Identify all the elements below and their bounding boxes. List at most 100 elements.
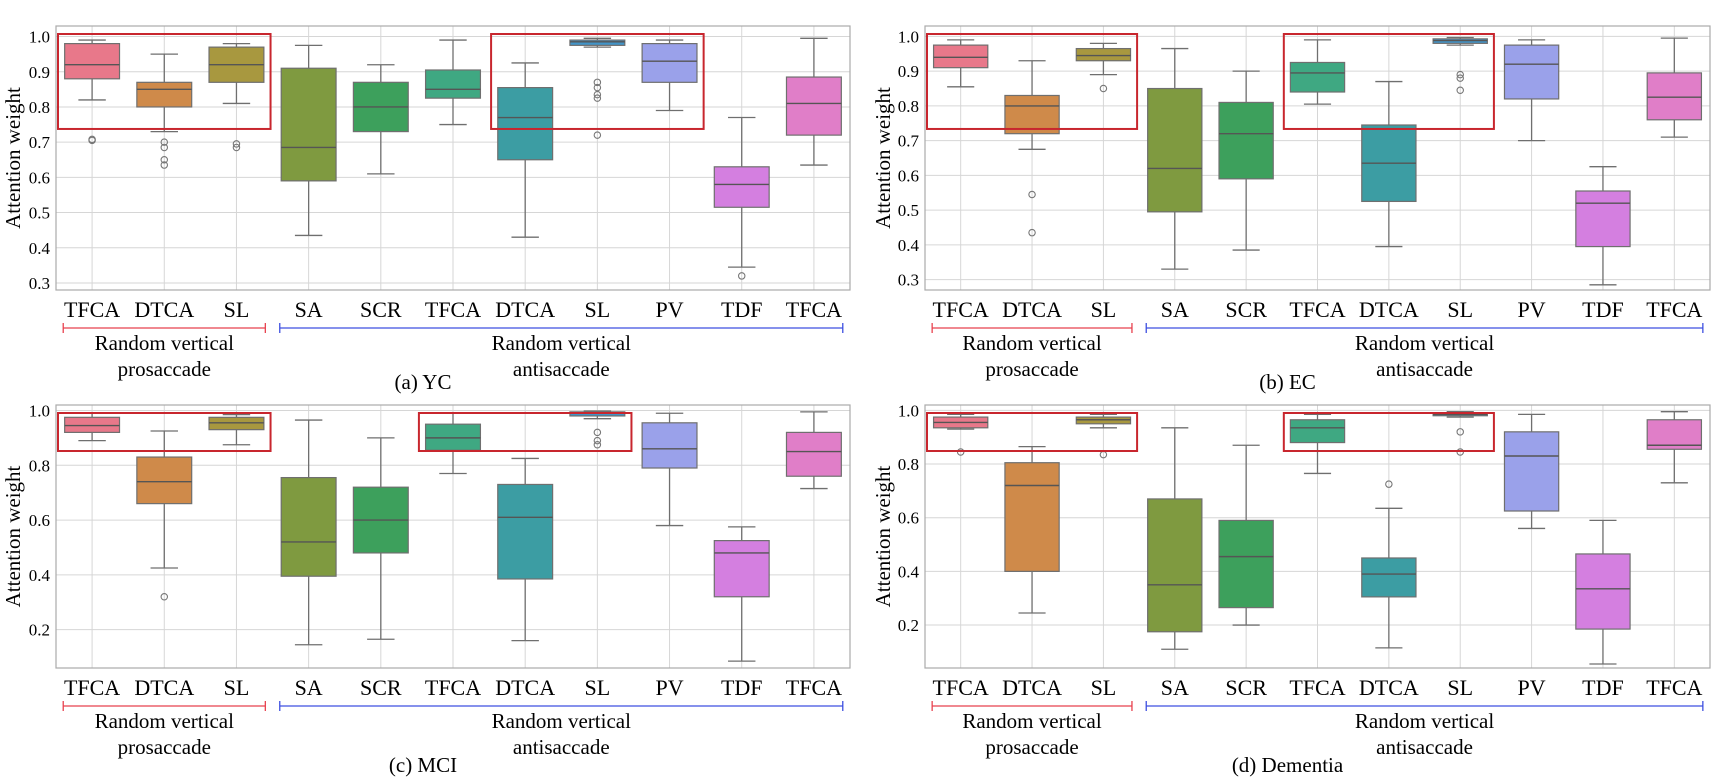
box-tfca-10	[1646, 411, 1703, 484]
box-iqr	[280, 67, 337, 182]
box-pv-8	[641, 39, 698, 112]
y-tick-label: 0.4	[29, 566, 51, 585]
x-tick-label: SL	[1447, 297, 1473, 322]
outlier-point	[232, 140, 241, 148]
box-tfca-5	[424, 412, 482, 475]
box-iqr	[785, 431, 842, 477]
group-label: prosaccade	[118, 357, 211, 381]
outlier-point	[737, 272, 746, 280]
group-label: antisaccade	[1376, 735, 1473, 759]
x-tick-label: PV	[655, 675, 683, 700]
box-dtca-1	[136, 53, 193, 169]
group-label: prosaccade	[985, 357, 1078, 381]
x-tick-label: TFCA	[1289, 675, 1345, 700]
outlier-point	[1028, 228, 1036, 237]
outlier-point	[1456, 428, 1464, 436]
y-tick-label: 0.8	[898, 97, 919, 116]
box-sa-3	[1147, 47, 1203, 270]
box-sl-7	[569, 37, 626, 139]
box-tfca-10	[785, 411, 842, 490]
box-iqr	[1218, 101, 1274, 180]
outlier-point	[88, 135, 96, 144]
outlier-point	[1099, 84, 1108, 93]
outlier-point	[1456, 70, 1464, 79]
box-iqr	[1646, 72, 1703, 121]
box-pv-8	[1503, 39, 1560, 142]
box-iqr	[497, 483, 554, 580]
x-tick-label: SA	[295, 297, 323, 322]
group-label: prosaccade	[118, 735, 211, 759]
panel-caption: (d) Dementia	[1232, 753, 1344, 777]
box-iqr	[641, 422, 698, 469]
y-axis-label: Attention weight	[1, 87, 25, 229]
box-iqr	[1147, 87, 1203, 213]
y-tick-label: 0.2	[29, 621, 50, 640]
box-iqr	[1075, 47, 1132, 62]
group-label: antisaccade	[513, 357, 610, 381]
outlier-point	[593, 83, 602, 92]
outlier-point	[593, 90, 602, 99]
x-tick-label: DTCA	[1002, 297, 1062, 322]
outlier-point	[160, 138, 169, 146]
x-tick-label: TFCA	[425, 297, 481, 322]
box-tfca-10	[1646, 37, 1703, 138]
box-iqr	[280, 476, 337, 577]
highlight-box	[1282, 412, 1495, 452]
y-axis-label: Attention weight	[871, 87, 895, 229]
box-iqr	[1004, 94, 1060, 135]
x-tick-label: TFCA	[933, 675, 989, 700]
box-iqr	[1503, 431, 1560, 512]
x-tick-label: TFCA	[1646, 675, 1702, 700]
chart-panel-2: 0.3 0.4 0.5 0.6 0.7 0.8 0.9 1.0 Attention weight…	[871, 25, 1711, 394]
box-sl-2	[1075, 42, 1132, 93]
box-iqr	[1646, 419, 1703, 450]
chart-panel-3: 0.2 0.4 0.6 0.8 1.0 Attention weight TFCA DTCA S…	[1, 401, 851, 777]
outlier-point	[232, 143, 241, 152]
y-tick-label: 0.3	[29, 274, 50, 293]
outlier-point	[593, 428, 602, 437]
x-tick-label: DTCA	[495, 675, 555, 700]
x-tick-label: TFCA	[1646, 297, 1702, 322]
box-iqr	[136, 456, 193, 505]
plot-frame	[55, 404, 851, 669]
box-tfca-5	[1289, 39, 1346, 105]
y-tick-label: 1.0	[898, 401, 919, 420]
box-iqr	[1575, 553, 1631, 630]
box-iqr	[1289, 61, 1346, 93]
box-scr-4	[1218, 70, 1274, 251]
x-tick-label: PV	[1518, 675, 1546, 700]
plot-frame	[55, 25, 851, 291]
group-label: Random vertical	[95, 331, 235, 355]
panel-caption: (c) MCI	[389, 753, 457, 777]
box-sl-7	[1432, 36, 1488, 95]
x-tick-label: TFCA	[425, 675, 481, 700]
box-tdf-9	[713, 116, 770, 280]
box-tdf-9	[713, 526, 770, 662]
box-iqr	[785, 76, 842, 136]
x-tick-label: SA	[1161, 297, 1189, 322]
highlight-box	[57, 33, 272, 130]
y-tick-label: 0.7	[898, 132, 920, 151]
box-iqr	[713, 540, 770, 598]
chart-panel-4: 0.2 0.4 0.6 0.8 1.0 Attention weight TFCA DTCA S…	[871, 401, 1711, 777]
box-iqr	[424, 69, 482, 99]
y-tick-label: 0.8	[29, 456, 50, 475]
box-tfca-0	[64, 412, 121, 442]
outlier-point	[1456, 74, 1464, 82]
box-iqr	[713, 166, 770, 208]
box-pv-8	[1503, 413, 1560, 530]
x-tick-label: SL	[224, 297, 250, 322]
panel-caption: (a) YC	[395, 370, 452, 394]
y-tick-label: 1.0	[29, 401, 50, 420]
box-iqr	[136, 81, 193, 108]
x-tick-label: SL	[1091, 675, 1117, 700]
x-tick-label: TDF	[721, 675, 763, 700]
box-tfca-0	[64, 39, 121, 145]
box-iqr	[1289, 419, 1346, 444]
x-tick-label: DTCA	[1359, 297, 1419, 322]
x-tick-label: TDF	[1582, 675, 1624, 700]
x-tick-label: DTCA	[134, 675, 194, 700]
box-sa-3	[280, 44, 337, 237]
y-tick-label: 0.8	[29, 98, 50, 117]
y-tick-label: 0.6	[29, 511, 50, 530]
